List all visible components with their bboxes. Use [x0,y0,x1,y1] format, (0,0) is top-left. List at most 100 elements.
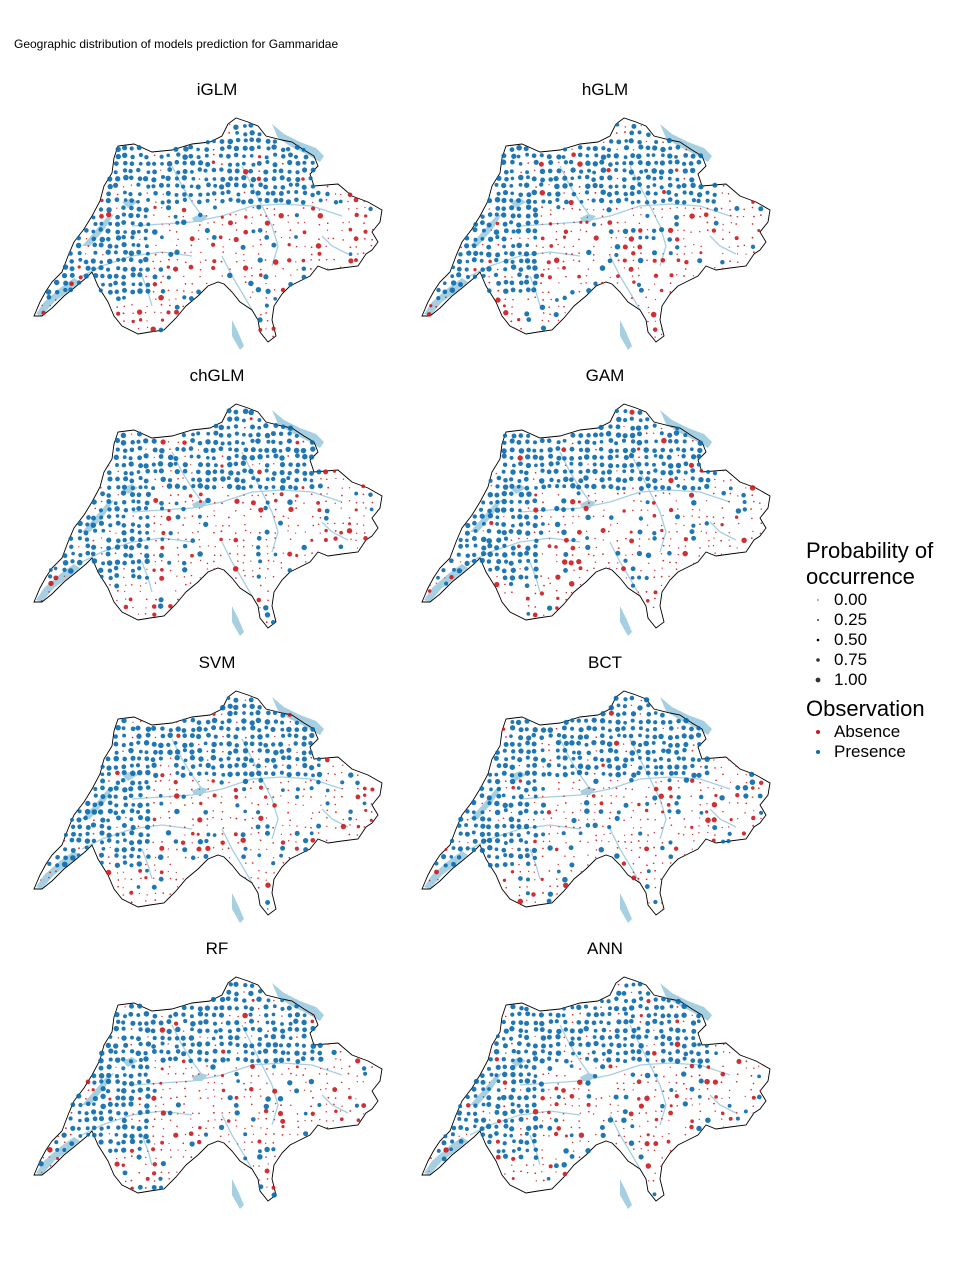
absence-site [565,817,567,820]
presence-site [150,1028,156,1034]
absence-site [655,1110,657,1112]
absence-site [593,245,595,248]
presence-site [667,153,673,159]
absence-site [721,267,724,270]
presence-site [509,734,513,739]
absence-site [693,562,695,565]
presence-site [518,1116,524,1122]
absence-site [154,780,157,783]
absence-site [220,801,223,804]
presence-site [473,237,478,242]
absence-site [362,1081,364,1083]
presence-site [63,847,68,852]
absence-site [169,448,171,451]
presence-site [129,808,135,814]
absence-site [302,804,304,806]
presence-site [136,1125,142,1132]
absence-site [288,856,291,859]
presence-site [226,483,233,490]
absence-site [751,494,754,497]
presence-site [113,273,119,279]
presence-site [137,288,143,294]
absence-site [555,238,558,241]
river [519,1062,731,1086]
absence-site [244,699,247,701]
presence-site [599,265,606,271]
presence-site [249,454,256,461]
presence-site [91,215,96,220]
presence-site [518,183,523,187]
presence-site [451,265,456,270]
absence-site [758,502,761,504]
absence-site [653,831,656,834]
absence-site [237,1143,239,1145]
absence-site [543,268,545,271]
presence-site [211,234,217,240]
presence-site [615,765,621,771]
absence-site [334,1097,337,1099]
presence-site [503,279,509,285]
presence-site [493,1048,500,1055]
presence-site [128,1073,134,1079]
presence-site [727,1103,732,1108]
absence-site [244,529,247,532]
presence-site [674,159,680,165]
absence-site [220,215,224,219]
presence-site [696,454,702,459]
presence-site [451,846,456,850]
absence-site [481,802,483,805]
presence-site [578,455,583,461]
absence-site [320,493,322,495]
absence-site [280,236,283,239]
presence-site [616,703,621,708]
presence-site [198,212,203,218]
absence-site [722,773,724,776]
absence-site [87,1089,90,1092]
absence-site [668,575,670,578]
lake [470,500,502,532]
presence-site [144,1125,149,1130]
absence-site [640,500,642,502]
absence-site [145,1156,147,1159]
absence-site [189,236,195,242]
absence-site [660,878,662,881]
absence-site [661,862,664,864]
presence-site [681,485,688,491]
presence-site [123,552,128,558]
absence-site [348,500,351,502]
absence-site [706,229,709,232]
presence-site [688,734,694,740]
absence-site [132,1113,135,1115]
absence-site [595,1105,597,1107]
presence-site [691,198,696,203]
presence-site [294,189,299,195]
presence-site [203,853,209,859]
absence-site [660,584,663,587]
presence-site [495,1103,501,1109]
absence-site [220,260,223,263]
presence-site [114,750,119,755]
presence-site [583,475,589,481]
presence-site [630,575,635,580]
presence-site [227,138,234,145]
presence-site [570,1005,575,1010]
presence-site [98,242,104,248]
presence-site [84,537,90,542]
presence-site [583,454,590,460]
presence-site [496,475,502,481]
absence-site [206,750,209,753]
presence-site [480,816,486,822]
presence-site [181,175,187,181]
presence-site [579,199,584,204]
presence-site [131,568,135,573]
absence-site [265,1133,267,1136]
absence-site [534,584,537,586]
presence-site [92,272,99,279]
absence-site [123,567,125,570]
absence-site [592,1113,595,1115]
presence-site [263,1058,269,1064]
presence-site [257,484,263,489]
presence-site [608,515,614,520]
absence-site [660,575,663,578]
presence-site [481,500,486,505]
